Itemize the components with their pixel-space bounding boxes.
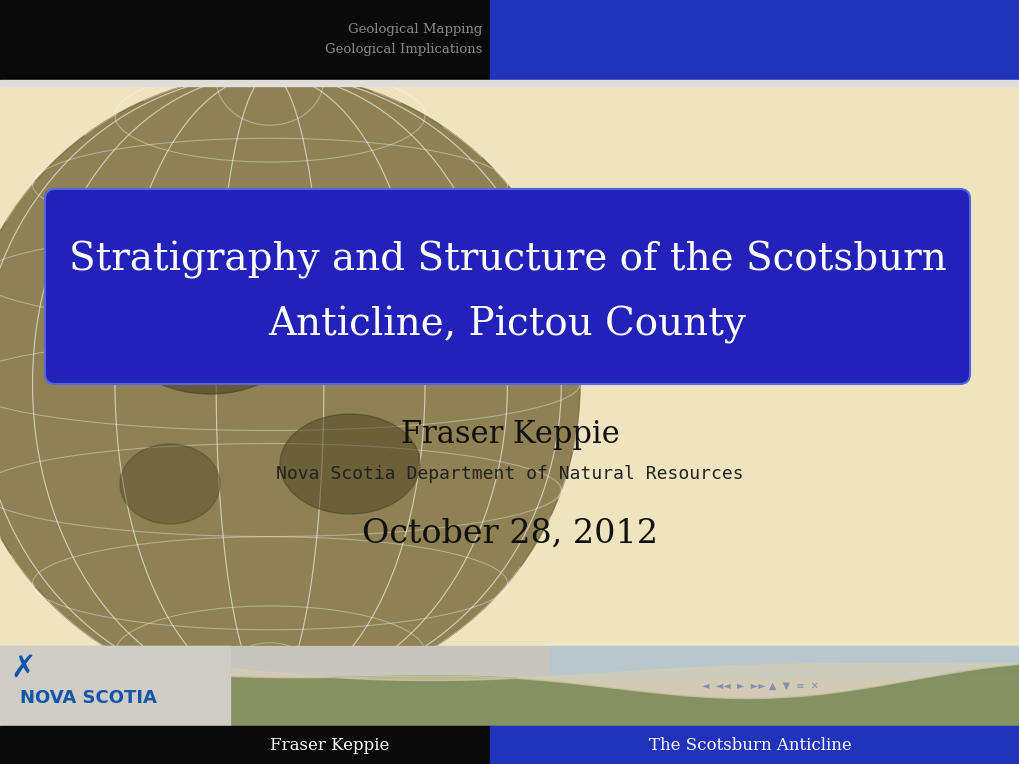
Ellipse shape — [280, 414, 420, 514]
FancyBboxPatch shape — [45, 189, 969, 384]
Bar — [549, 646, 1019, 676]
Circle shape — [0, 74, 580, 694]
Ellipse shape — [120, 274, 300, 394]
Text: Geological Mapping
Geological Implications: Geological Mapping Geological Implicatio… — [324, 24, 482, 57]
Text: The Scotsburn Anticline: The Scotsburn Anticline — [648, 736, 851, 753]
Text: Fraser Keppie: Fraser Keppie — [400, 419, 619, 449]
Bar — [0, 0, 489, 80]
Circle shape — [0, 74, 580, 694]
Text: Nova Scotia Department of Natural Resources: Nova Scotia Department of Natural Resour… — [276, 465, 743, 483]
Bar — [0, 726, 489, 764]
Text: October 28, 2012: October 28, 2012 — [362, 518, 657, 550]
Text: ◄  ◄◄  ►  ►► ▲  ▼  ≡  ✕: ◄ ◄◄ ► ►► ▲ ▼ ≡ ✕ — [701, 681, 817, 691]
Bar — [0, 646, 1019, 726]
Bar — [0, 80, 1019, 86]
Text: Fraser Keppie: Fraser Keppie — [270, 736, 389, 753]
Bar — [489, 726, 1019, 764]
Text: Anticline, Pictou County: Anticline, Pictou County — [268, 306, 746, 344]
Bar — [489, 0, 1019, 80]
Bar — [0, 646, 229, 726]
Text: NOVA SCOTIA: NOVA SCOTIA — [20, 689, 157, 707]
Text: ✗: ✗ — [10, 654, 36, 683]
Text: Stratigraphy and Structure of the Scotsburn: Stratigraphy and Structure of the Scotsb… — [68, 241, 946, 280]
Circle shape — [250, 214, 330, 294]
Ellipse shape — [120, 444, 220, 524]
